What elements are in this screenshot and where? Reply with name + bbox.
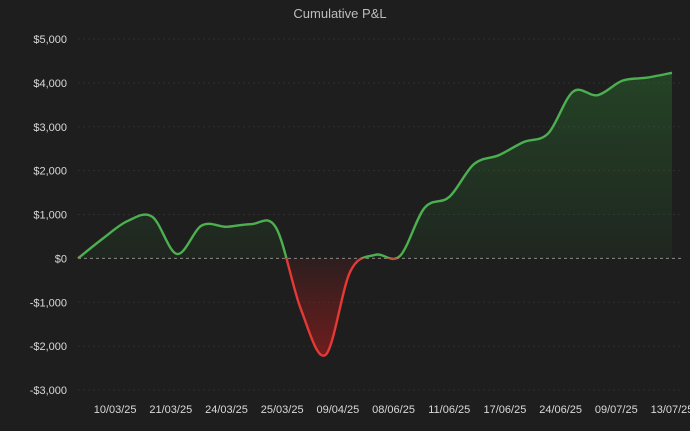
y-tick-label: $1,000 xyxy=(33,210,67,222)
x-tick-label: 25/03/25 xyxy=(261,404,304,416)
x-tick-label: 24/03/25 xyxy=(205,404,248,416)
y-tick-label: $2,000 xyxy=(33,166,67,178)
y-tick-label: -$2,000 xyxy=(30,341,67,353)
chart-title: Cumulative P&L xyxy=(293,6,386,21)
y-tick-label: $0 xyxy=(55,253,67,265)
y-tick-label: $3,000 xyxy=(33,122,67,134)
y-axis: $5,000 $4,000 $3,000 $2,000 $1,000 $0 -$1,000 -… xyxy=(30,34,67,397)
x-tick-label: 09/07/25 xyxy=(595,404,638,416)
x-tick-label: 09/04/25 xyxy=(316,404,359,416)
pnl-series xyxy=(77,71,673,357)
y-tick-label: -$3,000 xyxy=(30,385,67,397)
x-tick-label: 10/03/25 xyxy=(94,404,137,416)
x-tick-label: 24/06/25 xyxy=(539,404,582,416)
x-axis: 10/03/25 21/03/25 24/03/25 25/03/25 09/04/25… xyxy=(94,404,690,416)
y-tick-label: $5,000 xyxy=(33,34,67,46)
profit-area xyxy=(78,72,672,259)
x-tick-label: 11/06/25 xyxy=(428,404,470,416)
x-tick-label: 08/06/25 xyxy=(372,404,415,416)
y-tick-label: -$1,000 xyxy=(30,297,67,309)
x-tick-label: 21/03/25 xyxy=(149,404,192,416)
y-tick-label: $4,000 xyxy=(33,78,67,90)
x-tick-label: 13/07/25 xyxy=(651,404,690,416)
x-tick-label: 17/06/25 xyxy=(484,404,527,416)
gridlines xyxy=(78,38,682,391)
profit-line xyxy=(77,71,673,259)
